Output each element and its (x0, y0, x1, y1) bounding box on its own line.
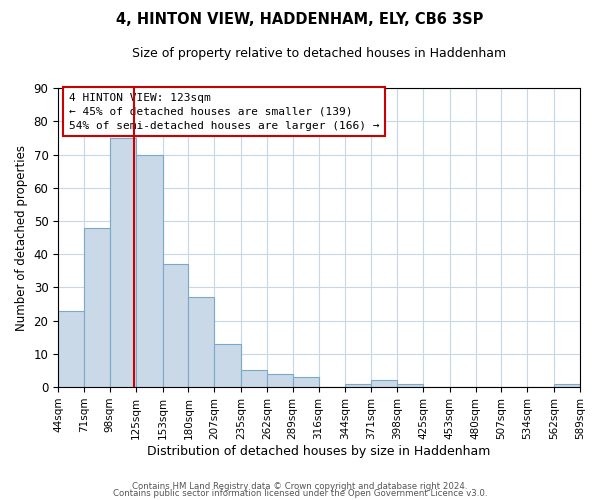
Bar (84, 228, 110, 387)
Text: Contains HM Land Registry data © Crown copyright and database right 2024.: Contains HM Land Registry data © Crown c… (132, 482, 468, 491)
Bar (293, 377, 319, 387)
Bar (346, 384, 371, 387)
Bar (397, 384, 423, 387)
Bar (241, 370, 267, 387)
Text: 4 HINTON VIEW: 123sqm
← 45% of detached houses are smaller (139)
54% of semi-det: 4 HINTON VIEW: 123sqm ← 45% of detached … (68, 92, 379, 130)
Bar (554, 384, 580, 387)
Text: Contains public sector information licensed under the Open Government Licence v3: Contains public sector information licen… (113, 490, 487, 498)
Bar (371, 380, 397, 387)
Bar (188, 298, 214, 387)
Title: Size of property relative to detached houses in Haddenham: Size of property relative to detached ho… (132, 48, 506, 60)
X-axis label: Distribution of detached houses by size in Haddenham: Distribution of detached houses by size … (148, 444, 491, 458)
Bar (163, 264, 188, 387)
Bar (214, 344, 241, 387)
Y-axis label: Number of detached properties: Number of detached properties (15, 144, 28, 330)
Bar (267, 374, 293, 387)
Bar (58, 310, 84, 387)
Bar (136, 154, 163, 387)
Text: 4, HINTON VIEW, HADDENHAM, ELY, CB6 3SP: 4, HINTON VIEW, HADDENHAM, ELY, CB6 3SP (116, 12, 484, 28)
Bar (110, 138, 136, 387)
